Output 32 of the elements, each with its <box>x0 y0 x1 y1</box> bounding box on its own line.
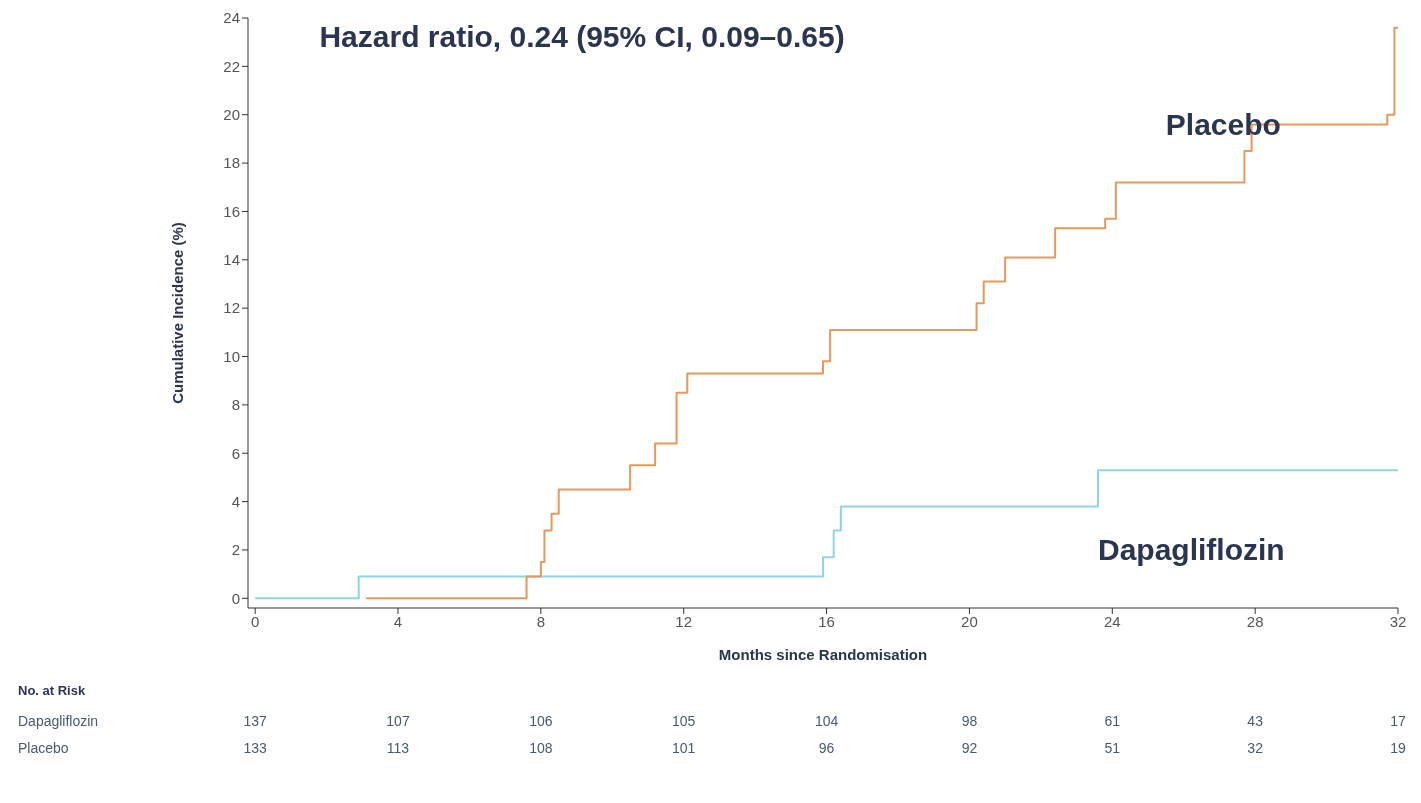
x-tick-label: 0 <box>250 612 260 630</box>
x-tick-label: 20 <box>961 612 978 630</box>
y-axis-title: Cumulative Incidence (%) <box>169 222 187 404</box>
x-tick-label: 16 <box>818 612 835 630</box>
text: 137 107 106 105 104 98 61 43 17 <box>243 713 1406 729</box>
y-tick-label: 24 <box>223 9 240 27</box>
y-tick-label: 4 <box>231 492 240 510</box>
x-tick-label: 4 <box>393 612 403 630</box>
x-tick-label: 12 <box>675 612 693 630</box>
x-tick-label: 24 <box>1103 612 1121 630</box>
series-label: Dapagliflozin <box>1098 533 1285 568</box>
text: Dapagliflozin <box>18 713 99 729</box>
y-tick-label: 14 <box>223 251 240 269</box>
y-tick-label: 8 <box>231 396 240 414</box>
y-tick-label: 10 <box>223 347 240 365</box>
y-tick-label: 2 <box>231 541 240 559</box>
y-tick-label: 20 <box>223 106 240 124</box>
annotation: Hazard ratio, 0.24 (95% CI, 0.09–0.65) <box>319 20 845 54</box>
text: No. at Risk <box>18 683 86 698</box>
x-tick-label: 8 <box>536 612 546 630</box>
y-tick-label: 16 <box>223 202 240 220</box>
text: 133 113 108 101 96 92 51 32 19 <box>243 740 1406 756</box>
text: Placebo <box>18 740 69 756</box>
x-tick-label: 28 <box>1246 612 1264 630</box>
x-tick-label: 32 <box>1389 612 1407 630</box>
y-tick-label: 6 <box>231 444 240 462</box>
y-tick-label: 0 <box>231 589 240 607</box>
x-axis-title: Months since Randomisation <box>718 646 928 663</box>
series-label: Placebo <box>1165 107 1281 142</box>
y-tick-label: 22 <box>223 57 240 75</box>
y-tick-label: 18 <box>223 154 240 172</box>
y-tick-label: 12 <box>223 299 240 317</box>
